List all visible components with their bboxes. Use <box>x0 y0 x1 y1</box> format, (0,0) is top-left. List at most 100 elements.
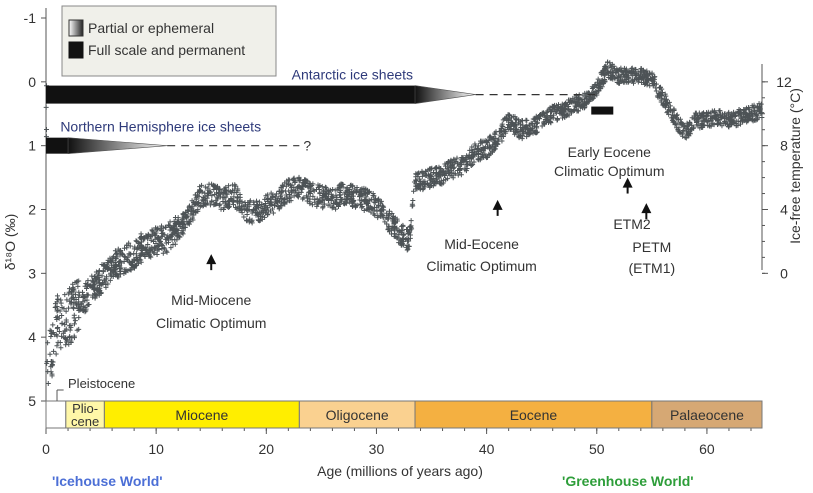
data-point <box>108 262 114 268</box>
data-point <box>599 84 605 90</box>
y-axis-left: -1 0 1 2 3 4 5 <box>24 10 46 409</box>
data-point <box>712 115 718 121</box>
data-point <box>244 212 250 218</box>
data-point <box>711 122 717 128</box>
data-point <box>271 202 277 208</box>
data-point <box>337 184 343 190</box>
y-axis-right-title: Ice-free temperature (°C) <box>787 88 803 244</box>
data-point <box>325 202 331 208</box>
data-point <box>675 128 681 134</box>
data-point <box>380 213 386 219</box>
data-point <box>449 160 455 166</box>
data-point <box>671 108 677 114</box>
data-point <box>145 231 151 237</box>
data-point <box>663 102 669 108</box>
data-point <box>340 182 346 188</box>
data-point <box>116 259 122 265</box>
data-point <box>519 128 525 134</box>
data-point <box>105 281 111 287</box>
data-point <box>635 79 641 85</box>
data-point <box>196 193 202 199</box>
data-point <box>400 232 406 238</box>
data-point <box>91 286 97 292</box>
data-point <box>96 272 102 278</box>
data-point <box>436 175 442 181</box>
data-point <box>163 248 169 254</box>
data-point <box>192 192 198 198</box>
epoch-cell <box>45 400 67 429</box>
data-point <box>197 204 203 210</box>
data-point <box>184 213 190 219</box>
data-point <box>375 215 381 221</box>
data-point <box>124 242 130 248</box>
data-point <box>547 105 553 111</box>
data-point <box>651 76 657 82</box>
data-point <box>371 211 377 217</box>
data-point <box>186 221 192 227</box>
data-point <box>726 114 732 120</box>
data-point <box>315 199 321 205</box>
data-point <box>459 154 465 160</box>
data-point <box>500 117 506 123</box>
data-point <box>416 170 422 176</box>
data-point <box>107 277 113 283</box>
data-point <box>85 302 91 308</box>
data-point <box>147 245 153 251</box>
data-point <box>114 264 120 270</box>
data-point <box>85 292 91 298</box>
data-point <box>127 243 133 249</box>
data-point <box>84 285 90 291</box>
data-point <box>365 200 371 206</box>
data-point <box>624 68 630 74</box>
data-point <box>464 155 470 161</box>
data-point <box>55 296 61 302</box>
data-point <box>314 201 320 207</box>
data-point <box>90 283 96 289</box>
data-point <box>44 127 50 133</box>
data-point <box>470 149 476 155</box>
data-point <box>550 115 556 121</box>
data-point <box>599 79 605 85</box>
data-point <box>322 193 328 199</box>
data-point <box>138 234 144 240</box>
data-point <box>117 265 123 271</box>
data-point <box>568 108 574 114</box>
data-point <box>470 162 476 168</box>
data-point <box>440 168 446 174</box>
data-point <box>359 198 365 204</box>
data-point <box>517 132 523 138</box>
data-point <box>504 116 510 122</box>
data-point <box>417 182 423 188</box>
data-point <box>295 194 301 200</box>
data-point <box>728 117 734 123</box>
data-point <box>231 194 237 200</box>
data-point <box>319 192 325 198</box>
data-point <box>590 95 596 101</box>
data-point <box>303 193 309 199</box>
data-point <box>249 218 255 224</box>
data-point <box>263 193 269 199</box>
data-point <box>667 107 673 113</box>
data-point <box>115 272 121 278</box>
data-point <box>59 304 65 310</box>
data-point <box>314 203 320 209</box>
data-point <box>133 263 139 269</box>
data-point <box>176 234 182 240</box>
data-point <box>63 308 69 314</box>
data-point <box>71 315 77 321</box>
data-point <box>53 351 59 357</box>
data-point <box>631 80 637 86</box>
data-point <box>55 339 61 345</box>
data-point <box>278 184 284 190</box>
data-point <box>449 168 455 174</box>
data-point <box>172 241 178 247</box>
petm-label: (ETM1) <box>629 260 676 276</box>
data-point <box>56 329 62 335</box>
data-point <box>407 229 413 235</box>
data-point <box>705 109 711 115</box>
data-point <box>71 288 77 294</box>
data-point <box>74 327 80 333</box>
data-point <box>341 201 347 207</box>
data-point <box>618 65 624 71</box>
data-point <box>194 201 200 207</box>
